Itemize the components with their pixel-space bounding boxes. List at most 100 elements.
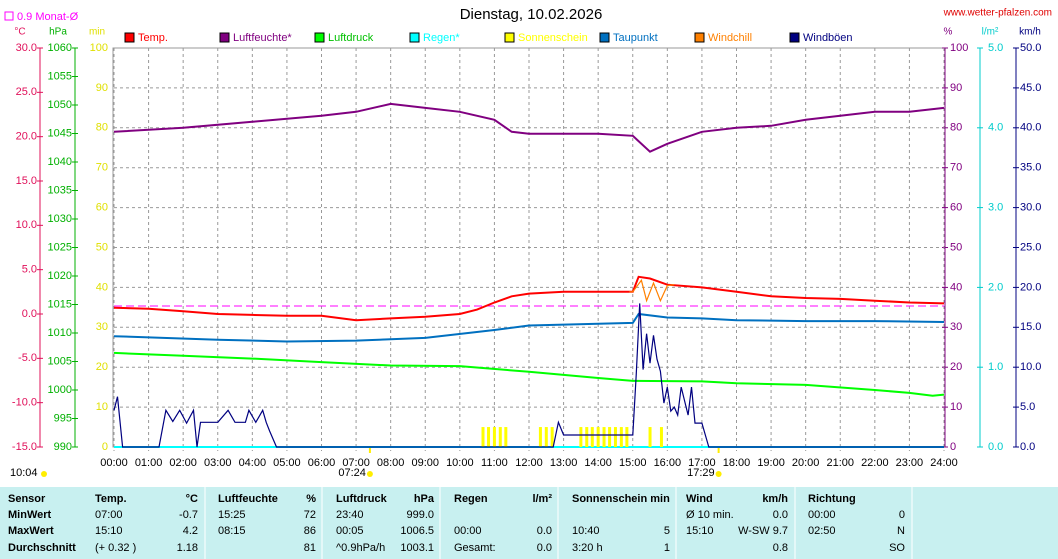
y-tick-label: 90 (96, 82, 108, 94)
y-tick-label: 10.0 (16, 219, 37, 231)
sun-bar (585, 427, 589, 447)
y-tick-label: -10.0 (12, 397, 37, 409)
x-tick-label: 21:00 (826, 457, 854, 469)
table-cell: °C (186, 493, 198, 505)
legend-swatch (599, 32, 610, 43)
y-tick-label: 1015 (48, 298, 72, 310)
table-cell: 00:05 (336, 525, 364, 537)
sun-bar (579, 427, 583, 447)
y-tick-label: 1020 (48, 270, 72, 282)
y-tick-label: 3.0 (988, 202, 1003, 214)
y-tick-label: 1045 (48, 127, 72, 139)
table-cell: Luftdruck (336, 493, 388, 505)
table-cell: 0.0 (773, 509, 788, 521)
x-tick-label: 18:00 (723, 457, 751, 469)
y-tick-label: 4.0 (988, 122, 1003, 134)
y-tick-label: 80 (96, 122, 108, 134)
y-tick-label: -5.0 (18, 352, 37, 364)
y-tick-label: 25.0 (16, 86, 37, 98)
axis-unit: hPa (49, 27, 67, 38)
y-tick-label: 80 (950, 122, 962, 134)
y-tick-label: 5.0 (22, 264, 37, 276)
y-tick-label: 0.0 (1020, 441, 1035, 453)
table-cell: 81 (304, 542, 316, 554)
table-cell: 00:00 (454, 525, 482, 537)
y-tick-label: 10.0 (1020, 361, 1041, 373)
y-tick-label: 10 (96, 401, 108, 413)
y-tick-label: 30.0 (16, 42, 37, 54)
sun-bar (613, 427, 617, 447)
x-tick-label: 14:00 (584, 457, 612, 469)
table-cell: l/m² (532, 493, 552, 505)
legend-label: Sonnenschein (518, 32, 588, 44)
table-cell: 72 (304, 509, 316, 521)
table-cell: hPa (414, 493, 435, 505)
legend-label: Windböen (803, 32, 853, 44)
y-tick-label: 1050 (48, 99, 72, 111)
table-cell: 15:10 (95, 525, 123, 537)
x-tick-label: 12:00 (515, 457, 543, 469)
y-tick-label: 990 (54, 441, 72, 453)
table-cell: 4.2 (183, 525, 198, 537)
y-tick-label: 30.0 (1020, 202, 1041, 214)
table-cell: 1.18 (177, 542, 198, 554)
legend-swatch (409, 32, 420, 43)
sun-bar (619, 427, 623, 447)
table-cell: Temp. (95, 493, 127, 505)
table-cell: 15:25 (218, 509, 246, 521)
x-tick-label: 17:00 (688, 457, 716, 469)
y-tick-label: 50 (96, 241, 108, 253)
table-cell: 1006.5 (400, 525, 434, 537)
table-cell: SO (889, 542, 905, 554)
y-tick-label: 40.0 (1020, 122, 1041, 134)
y-tick-label: 30 (96, 321, 108, 333)
table-cell: 999.0 (406, 509, 434, 521)
y-tick-label: 40 (96, 281, 108, 293)
table-cell: 07:00 (95, 509, 123, 521)
sun-bar (608, 427, 612, 447)
sun-bar (498, 427, 502, 447)
table-cell: 08:15 (218, 525, 246, 537)
table-cell: Sensor (8, 493, 46, 505)
y-tick-label: 995 (54, 412, 72, 424)
y-tick-label: 1.0 (988, 361, 1003, 373)
legend-label: Windchill (708, 32, 752, 44)
x-tick-label: 23:00 (896, 457, 924, 469)
x-tick-label: 06:00 (308, 457, 336, 469)
y-tick-label: 1005 (48, 355, 72, 367)
x-tick-label: 00:00 (100, 457, 128, 469)
y-tick-label: 25.0 (1020, 241, 1041, 253)
y-tick-label: 40 (950, 281, 962, 293)
x-tick-label: 08:00 (377, 457, 405, 469)
table-cell: 1 (664, 542, 670, 554)
y-tick-label: 0.0 (988, 441, 1003, 453)
y-tick-label: 70 (96, 162, 108, 174)
sun-bar (487, 427, 491, 447)
table-cell: Gesamt: (454, 542, 496, 554)
x-tick-label: 13:00 (550, 457, 578, 469)
table-cell: 23:40 (336, 509, 364, 521)
x-tick-label: 09:00 (411, 457, 439, 469)
y-tick-label: 0 (950, 441, 956, 453)
legend-label: Luftdruck (328, 32, 374, 44)
y-tick-label: 1035 (48, 184, 72, 196)
sun-bar (492, 427, 496, 447)
y-tick-label: 100 (90, 42, 108, 54)
y-tick-label: 45.0 (1020, 82, 1041, 94)
table-cell: 0.8 (773, 542, 788, 554)
y-tick-label: 20.0 (1020, 281, 1041, 293)
y-tick-label: 1010 (48, 327, 72, 339)
table-cell: Sonnenschein min (572, 493, 670, 505)
table-cell: Durchschnitt (8, 542, 76, 554)
y-tick-label: 20.0 (16, 131, 37, 143)
chart-title: Dienstag, 10.02.2026 (460, 6, 603, 23)
y-tick-label: 60 (950, 202, 962, 214)
table-cell: N (897, 525, 905, 537)
sunset-label: 17:29 (687, 467, 715, 479)
legend-swatch (694, 32, 705, 43)
reference-icon (4, 11, 14, 21)
y-tick-label: 20 (96, 361, 108, 373)
y-tick-label: 50 (950, 241, 962, 253)
table-cell: ^0.9hPa/h (336, 542, 385, 554)
sun-bar (659, 427, 663, 447)
